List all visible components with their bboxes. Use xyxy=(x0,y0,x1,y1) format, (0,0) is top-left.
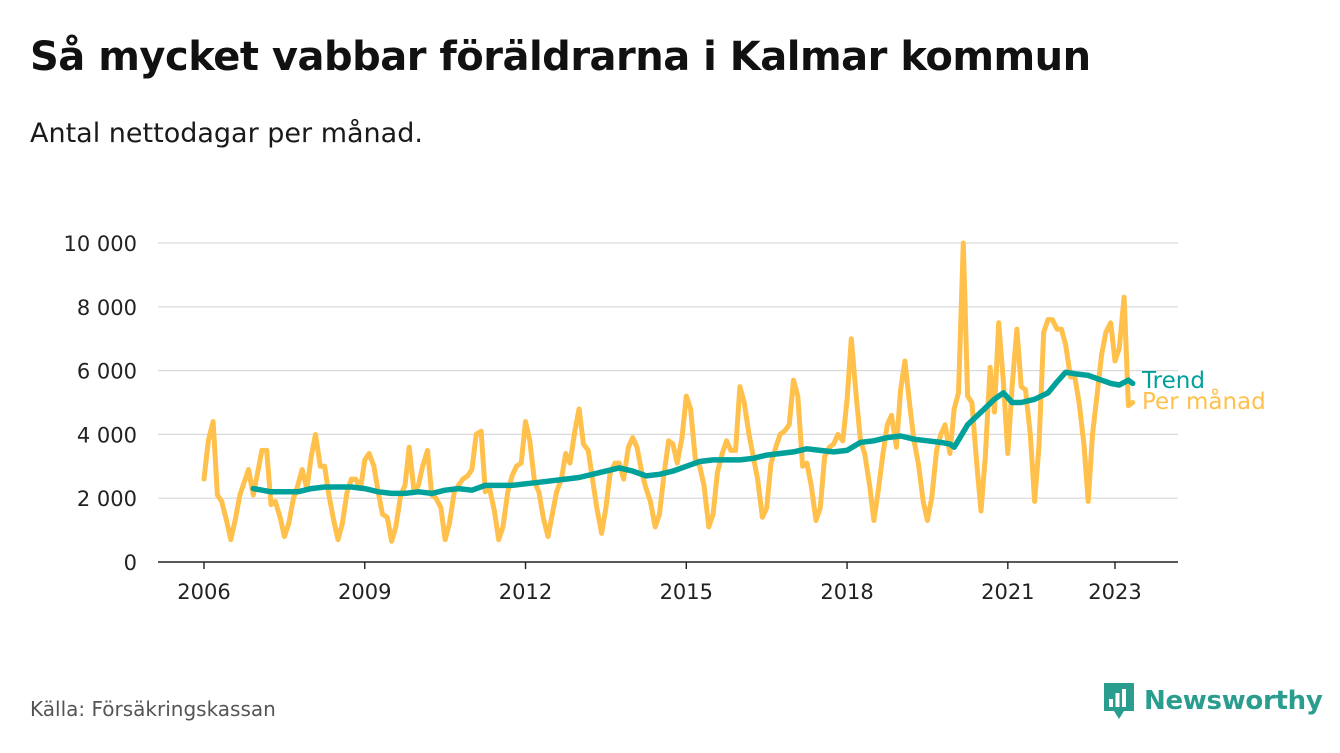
series-group xyxy=(201,240,1136,544)
series-line-per-manad xyxy=(201,240,1136,544)
chart-title: Så mycket vabbar föräldrarna i Kalmar ko… xyxy=(30,34,1091,80)
y-tick-label: 10 000 xyxy=(64,232,137,256)
legend-label-per-manad: Per månad xyxy=(1142,387,1266,415)
x-axis: 2006 2009 2012 2015 2018 2021 2023 xyxy=(158,561,1178,604)
y-tick-label: 4 000 xyxy=(77,423,137,447)
newsworthy-icon xyxy=(1104,683,1134,719)
y-tick-label: 0 xyxy=(124,551,137,575)
y-tick-label: 6 000 xyxy=(77,360,137,384)
x-tick-label: 2015 xyxy=(660,580,713,604)
legend-label-trend: Trend xyxy=(1141,368,1205,394)
y-axis: 0 2 000 4 000 6 000 8 000 10 000 xyxy=(64,232,137,575)
brand-name: Newsworthy xyxy=(1144,686,1323,716)
series-line-trend xyxy=(250,369,1136,497)
source-note: Källa: Försäkringskassan xyxy=(30,697,276,721)
x-tick-label: 2012 xyxy=(499,580,552,604)
chart-subtitle: Antal nettodagar per månad. xyxy=(30,118,423,149)
x-tick-label: 2021 xyxy=(981,580,1034,604)
x-tick-label: 2023 xyxy=(1088,580,1141,604)
brand-logo[interactable]: Newsworthy xyxy=(1102,681,1323,721)
x-tick-label: 2018 xyxy=(820,580,873,604)
y-tick-label: 8 000 xyxy=(77,296,137,320)
x-tick-label: 2009 xyxy=(338,580,391,604)
y-tick-label: 2 000 xyxy=(77,487,137,511)
x-tick-label: 2006 xyxy=(177,580,230,604)
